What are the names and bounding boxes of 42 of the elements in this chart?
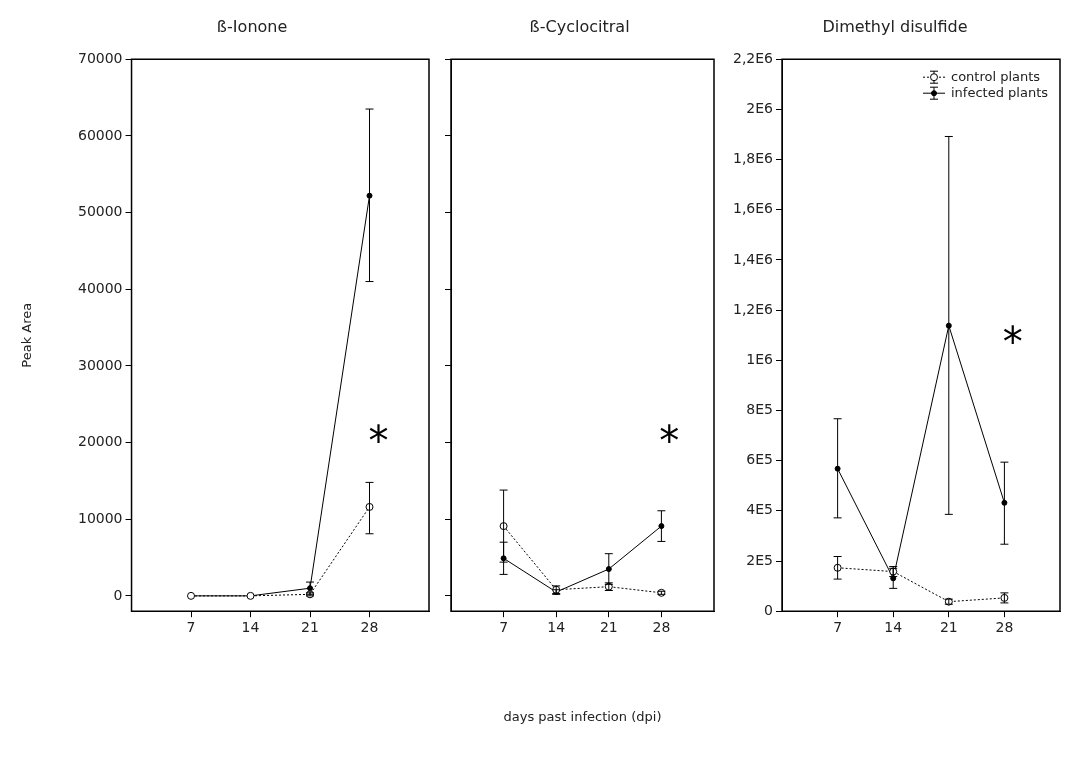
y-tick-label: 0 bbox=[764, 601, 774, 618]
y-tick-label: 1,8E6 bbox=[732, 150, 774, 167]
y-tick-label: 60000 bbox=[77, 126, 123, 143]
y-tick-label: 2,2E6 bbox=[732, 49, 774, 66]
y-axis-title: Peak Area bbox=[19, 302, 35, 368]
chart-title: Dimethyl disulfide bbox=[822, 16, 968, 36]
chart-title: ß-Cyclocitral bbox=[529, 16, 630, 36]
y-tick-label: 10000 bbox=[77, 509, 123, 526]
annotation: * bbox=[659, 417, 680, 464]
y-tick-label: 1,4E6 bbox=[732, 250, 774, 267]
legend-label: infected plants bbox=[951, 84, 1049, 100]
x-tick-label: 21 bbox=[939, 619, 958, 636]
x-tick-label: 14 bbox=[884, 619, 903, 636]
y-tick-label: 8E5 bbox=[746, 401, 774, 418]
x-tick-label: 21 bbox=[301, 619, 319, 636]
x-tick-label: 7 bbox=[186, 619, 196, 636]
y-tick-label: 0 bbox=[113, 586, 123, 603]
x-tick-label: 14 bbox=[547, 619, 566, 636]
y-tick-label: 50000 bbox=[77, 203, 123, 220]
annotation: * bbox=[368, 417, 389, 464]
x-tick-label: 14 bbox=[241, 619, 260, 636]
y-tick-label: 2E6 bbox=[746, 100, 774, 117]
y-tick-label: 30000 bbox=[77, 356, 123, 373]
y-tick-label: 1,6E6 bbox=[732, 200, 774, 217]
y-tick-label: 70000 bbox=[77, 49, 123, 66]
y-tick-label: 40000 bbox=[77, 279, 123, 296]
y-tick-label: 4E5 bbox=[746, 501, 774, 518]
x-tick-label: 28 bbox=[652, 619, 671, 636]
x-tick-label: 7 bbox=[499, 619, 509, 636]
y-tick-label: 2E5 bbox=[746, 551, 774, 568]
y-tick-label: 1,2E6 bbox=[732, 300, 774, 317]
legend-label: control plants bbox=[951, 68, 1041, 84]
annotation: * bbox=[1002, 318, 1023, 365]
x-tick-label: 7 bbox=[833, 619, 843, 636]
y-tick-label: 20000 bbox=[77, 433, 123, 450]
y-tick-label: 6E5 bbox=[746, 451, 774, 468]
x-tick-label: 28 bbox=[995, 619, 1014, 636]
y-tick-label: 1E6 bbox=[746, 350, 774, 367]
x-tick-label: 21 bbox=[599, 619, 618, 636]
x-tick-label: 28 bbox=[360, 619, 379, 636]
chart-title: ß-Ionone bbox=[216, 16, 288, 36]
x-axis-title: days past infection (dpi) bbox=[503, 709, 662, 725]
